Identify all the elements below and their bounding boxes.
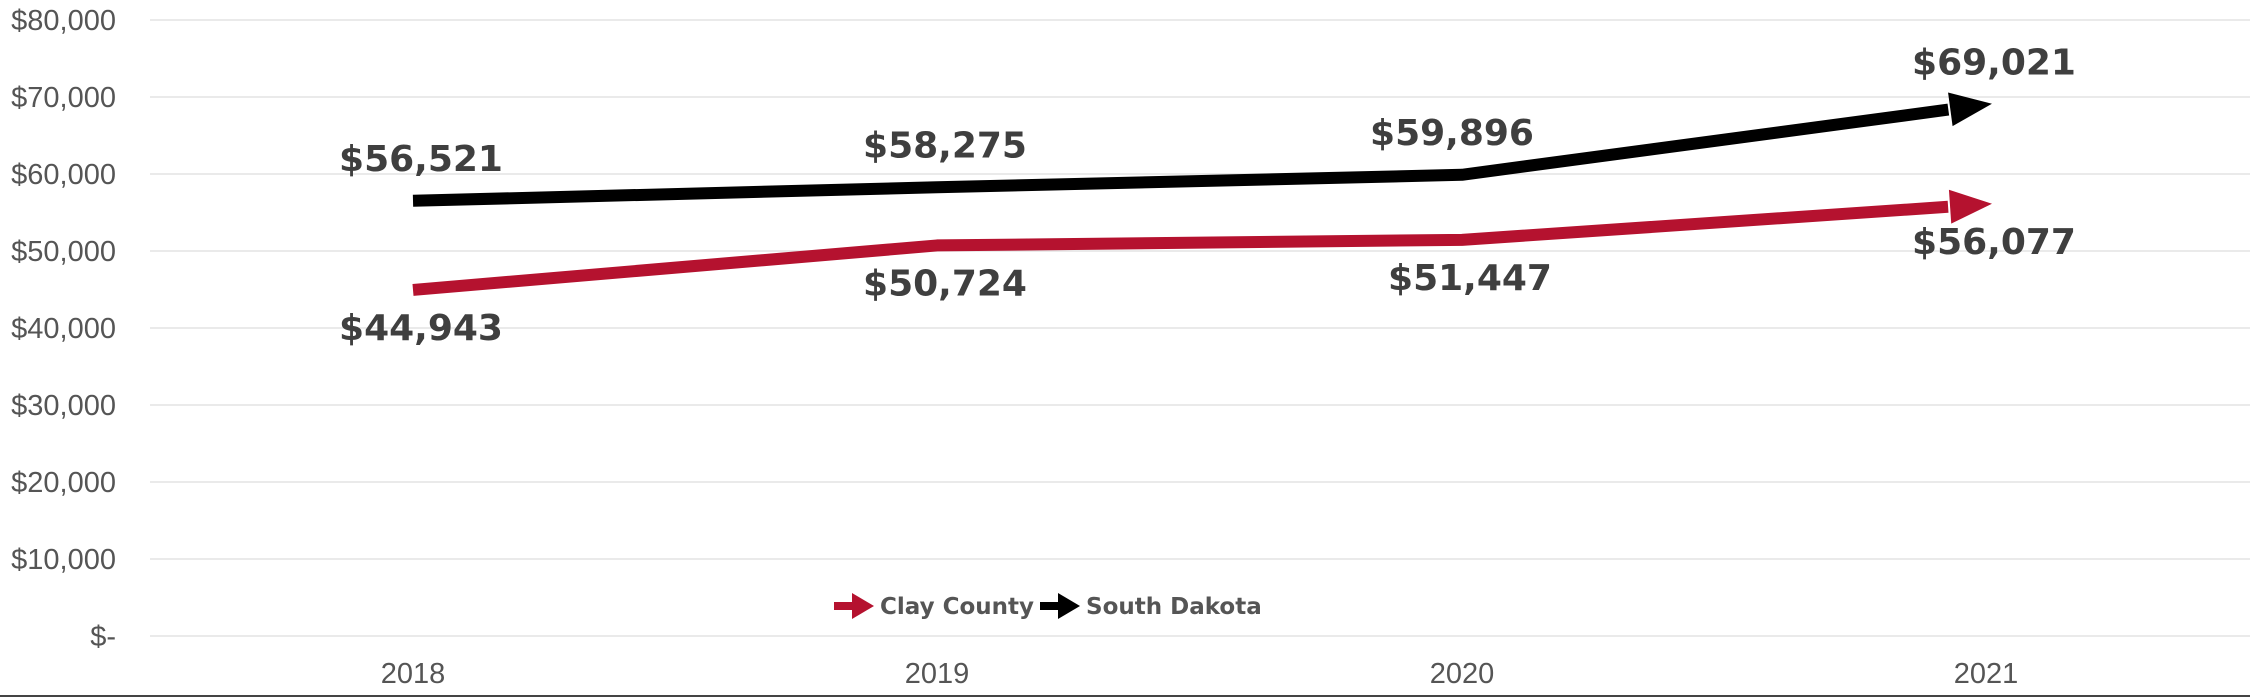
data-label: $69,021 (1912, 43, 2076, 84)
y-tick-label: $40,000 (11, 313, 116, 345)
series-arrowhead (1948, 189, 1992, 224)
x-axis-ticks: 2018 2019 2020 2021 (381, 658, 2019, 690)
data-label: $44,943 (339, 308, 503, 349)
y-tick-label: $50,000 (11, 236, 116, 268)
legend-label: South Dakota (1086, 594, 1262, 620)
legend: Clay County South Dakota (834, 593, 1262, 620)
x-tick-label: 2021 (1954, 658, 2019, 690)
data-label: $51,447 (1388, 258, 1552, 299)
x-tick-label: 2020 (1430, 658, 1495, 690)
data-labels: $44,943 $50,724 $51,447 $56,077 $56,521 $58,2… (339, 43, 2076, 349)
legend-label: Clay County (880, 594, 1034, 620)
legend-swatch-arrow (852, 593, 874, 619)
x-tick-label: 2018 (381, 658, 446, 690)
series-arrowhead (1948, 92, 1992, 127)
series-line-clay-county (412, 200, 1949, 296)
data-label: $56,077 (1912, 222, 2076, 263)
data-label: $50,724 (863, 263, 1027, 304)
data-label: $56,521 (339, 139, 503, 180)
y-tick-label: $80,000 (11, 5, 116, 37)
series-lines (412, 92, 1992, 296)
y-tick-label: $30,000 (11, 390, 116, 422)
gridlines (150, 19, 2250, 637)
x-tick-label: 2019 (905, 658, 970, 690)
series-line-south-dakota (412, 103, 1950, 207)
data-label: $59,896 (1370, 113, 1534, 154)
y-tick-label: $- (90, 621, 116, 653)
y-tick-label: $70,000 (11, 82, 116, 114)
data-label: $58,275 (863, 125, 1027, 166)
legend-swatch-arrow (1058, 593, 1080, 619)
y-tick-label: $20,000 (11, 467, 116, 499)
y-tick-label: $60,000 (11, 159, 116, 191)
y-axis-ticks: $- $10,000 $20,000 $30,000 $40,000 $50,000 $60… (11, 5, 116, 653)
y-tick-label: $10,000 (11, 544, 116, 576)
